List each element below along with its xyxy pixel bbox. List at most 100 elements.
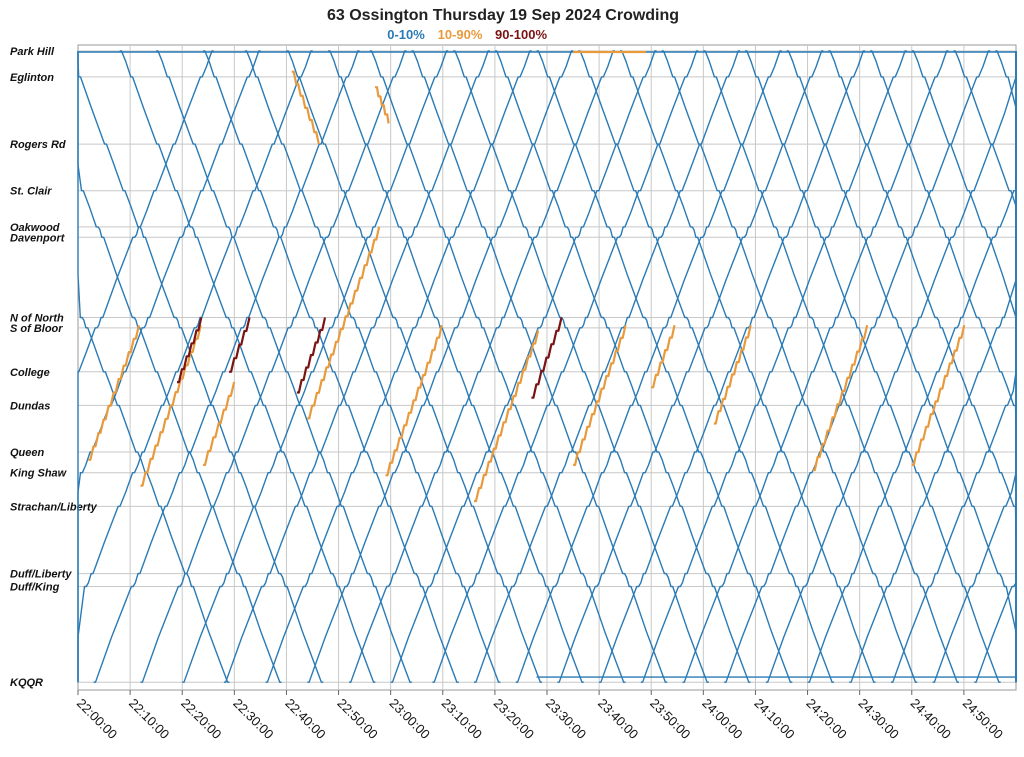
trip-line xyxy=(599,50,866,683)
trip-line xyxy=(807,51,1017,683)
crowded-segment xyxy=(375,86,390,124)
x-tick-label: 23:00:00 xyxy=(387,696,433,742)
crowded-segment xyxy=(713,324,752,425)
stop-label: Oakwood xyxy=(10,222,60,234)
x-tick-label: 22:30:00 xyxy=(230,696,276,742)
trip-line xyxy=(932,51,1017,683)
x-tick-labels: 22:00:00 22:10:00 22:20:00 22:30:00 22:40:00… xyxy=(74,690,1006,742)
crowded-segment xyxy=(531,317,563,399)
crowded-segment xyxy=(229,317,251,373)
trip-line xyxy=(703,50,959,683)
trip-line xyxy=(974,51,1017,683)
trip-line xyxy=(77,50,313,683)
trip-line xyxy=(77,51,324,683)
stop-label: Eglinton xyxy=(10,72,54,84)
x-tick-label: 23:10:00 xyxy=(439,696,485,742)
legend-90-100: 90-100% xyxy=(495,27,547,42)
legend-10-90: 10-90% xyxy=(438,27,483,42)
trip-line xyxy=(870,50,1017,683)
stop-label: Queen xyxy=(10,447,45,459)
crowded-segment xyxy=(177,317,203,384)
trip-line xyxy=(223,50,490,683)
trip-line xyxy=(390,50,657,683)
trip-line xyxy=(286,50,543,683)
stop-label: Rogers Rd xyxy=(10,139,66,151)
stop-label: Duff/Liberty xyxy=(10,569,72,581)
x-tick-label: 23:40:00 xyxy=(595,696,641,742)
x-tick-label: 23:20:00 xyxy=(491,696,537,742)
trip-line xyxy=(828,50,1017,683)
x-tick-label: 22:10:00 xyxy=(126,696,172,742)
trip-line xyxy=(620,50,876,683)
trip-line xyxy=(369,50,626,683)
crowded-segment xyxy=(203,381,236,466)
trip-line xyxy=(661,50,918,683)
legend: 0-10% 10-90% 90-100% xyxy=(387,27,547,42)
crowded-segment xyxy=(812,324,869,472)
trip-line xyxy=(494,50,751,683)
trip-line xyxy=(119,50,376,683)
x-tick-label: 24:40:00 xyxy=(908,696,954,742)
crowded-segment xyxy=(296,317,327,394)
trip-line xyxy=(515,50,782,683)
trip-line xyxy=(244,50,501,683)
stop-label: St. Clair xyxy=(10,186,52,198)
crowded-segment xyxy=(651,324,676,389)
x-tick-label: 24:50:00 xyxy=(960,696,1006,742)
crowded-segment xyxy=(291,70,320,145)
crowded-segment xyxy=(573,324,627,466)
trip-line xyxy=(745,50,1001,683)
x-tick-label: 24:00:00 xyxy=(699,696,745,742)
stop-labels: Park Hill Eglinton Rogers Rd St. Clair Oakwo… xyxy=(10,46,98,689)
trip-line xyxy=(724,50,991,683)
crowded-segment xyxy=(307,226,381,420)
trip-line xyxy=(349,50,615,683)
trip-line xyxy=(640,50,907,683)
crowded-segment xyxy=(88,324,140,461)
crowded-segment xyxy=(385,324,443,477)
trip-line xyxy=(786,50,1017,683)
trip-line xyxy=(682,50,949,683)
trip-line xyxy=(93,50,360,683)
trip-line xyxy=(307,50,574,683)
trip-line xyxy=(140,50,407,683)
x-tick-label: 24:20:00 xyxy=(803,696,849,742)
trip-line xyxy=(77,50,261,683)
trip-lines xyxy=(77,50,1017,683)
stop-label: Park Hill xyxy=(10,46,55,58)
crowded-segment xyxy=(911,324,966,466)
stop-label: Dundas xyxy=(10,400,50,412)
stop-label: S of Bloor xyxy=(10,323,63,335)
x-tick-label: 22:50:00 xyxy=(334,696,380,742)
trip-line xyxy=(453,50,709,683)
gridlines xyxy=(78,45,1016,690)
trip-line xyxy=(432,50,699,683)
stop-label: King Shaw xyxy=(10,468,68,480)
crowded-segment xyxy=(474,330,540,503)
stop-label: College xyxy=(10,367,50,379)
trip-line xyxy=(578,50,834,683)
stop-label: N of North xyxy=(10,312,64,324)
trip-line xyxy=(536,50,793,683)
stop-label: Davenport xyxy=(10,232,66,244)
trip-line xyxy=(182,50,449,683)
trip-line xyxy=(156,50,412,683)
trip-line xyxy=(265,50,532,683)
trip-line xyxy=(411,50,668,683)
trip-line xyxy=(557,50,824,683)
chart-title: 63 Ossington Thursday 19 Sep 2024 Crowdi… xyxy=(327,7,679,24)
trip-line xyxy=(203,50,459,683)
x-tick-label: 24:30:00 xyxy=(856,696,902,742)
legend-0-10: 0-10% xyxy=(387,27,425,42)
x-tick-label: 22:40:00 xyxy=(282,696,328,742)
trip-line xyxy=(328,50,584,683)
stop-label: Strachan/Liberty xyxy=(10,501,98,513)
x-tick-label: 22:20:00 xyxy=(178,696,224,742)
x-tick-label: 23:30:00 xyxy=(543,696,589,742)
x-tick-label: 23:50:00 xyxy=(647,696,693,742)
trip-line xyxy=(77,51,282,683)
x-tick-label: 24:10:00 xyxy=(751,696,797,742)
stop-label: KQQR xyxy=(10,677,43,689)
trip-line xyxy=(474,50,740,683)
